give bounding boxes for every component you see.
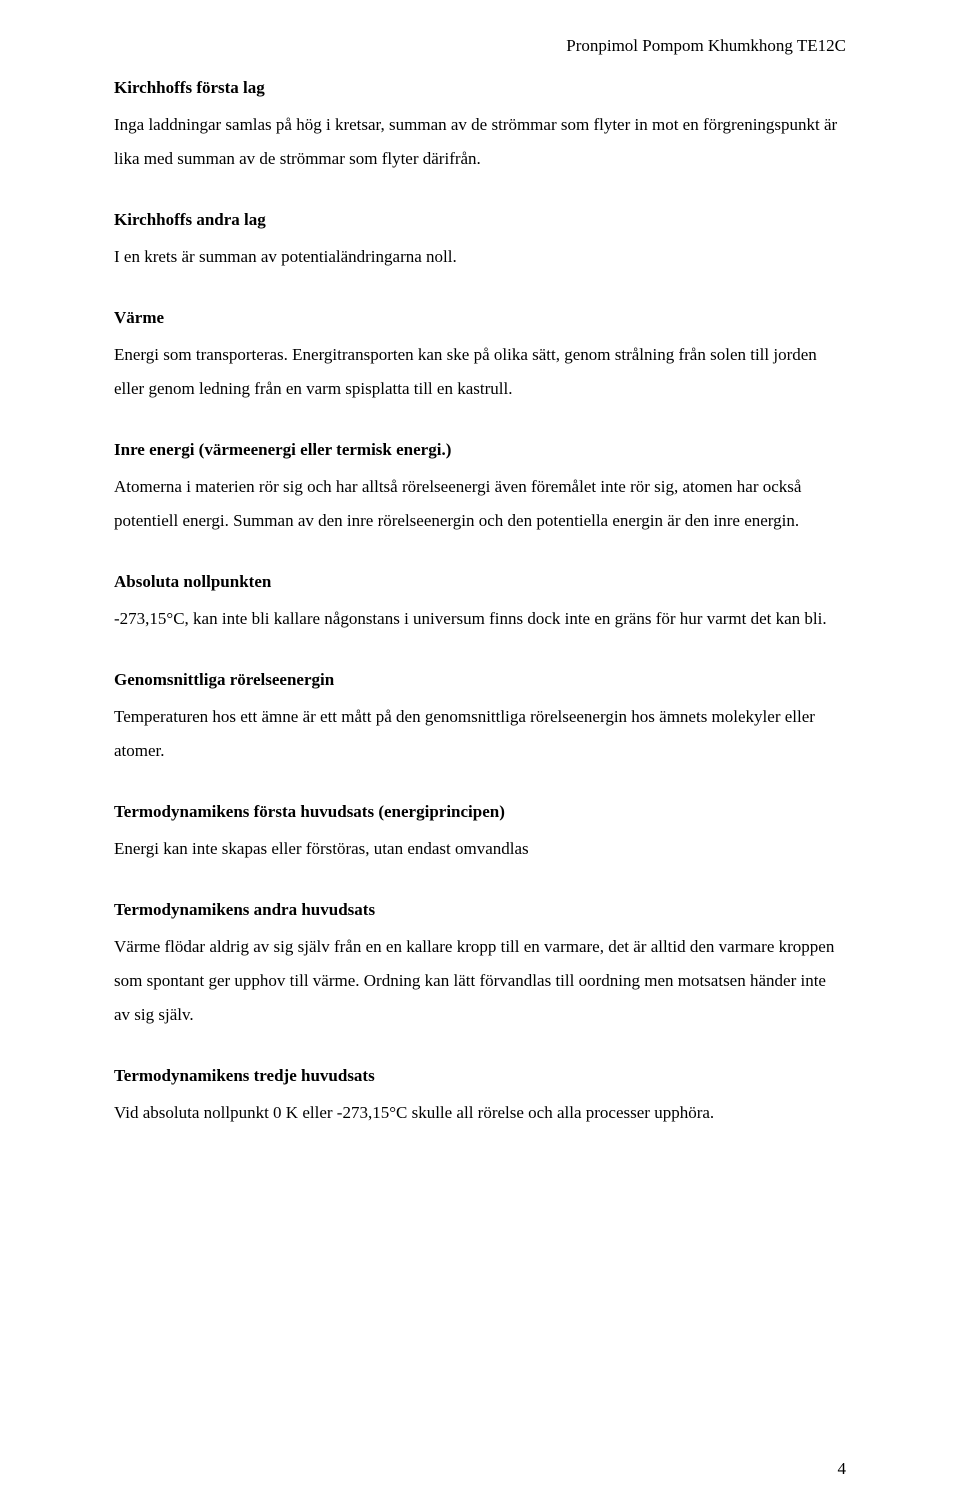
section-title: Termodynamikens tredje huvudsats [114,1066,846,1086]
section-body: I en krets är summan av potentialändring… [114,240,846,274]
section-kirchhoff-second: Kirchhoffs andra lag I en krets är summa… [114,210,846,274]
section-absolute-zero: Absoluta nollpunkten -273,15°C, kan inte… [114,572,846,636]
section-title: Genomsnittliga rörelseenergin [114,670,846,690]
section-title: Termodynamikens första huvudsats (energi… [114,802,846,822]
section-title: Inre energi (värmeenergi eller termisk e… [114,440,846,460]
section-title: Absoluta nollpunkten [114,572,846,592]
section-body: Energi som transporteras. Energitranspor… [114,338,846,406]
section-body: Atomerna i materien rör sig och har allt… [114,470,846,538]
section-avg-kinetic: Genomsnittliga rörelseenergin Temperatur… [114,670,846,768]
section-body: -273,15°C, kan inte bli kallare någonsta… [114,602,846,636]
section-title: Kirchhoffs andra lag [114,210,846,230]
section-body: Inga laddningar samlas på hög i kretsar,… [114,108,846,176]
header-author-course: Pronpimol Pompom Khumkhong TE12C [566,36,846,56]
section-heat: Värme Energi som transporteras. Energitr… [114,308,846,406]
section-body: Temperaturen hos ett ämne är ett mått på… [114,700,846,768]
document-content: Kirchhoffs första lag Inga laddningar sa… [114,36,846,1130]
section-title: Termodynamikens andra huvudsats [114,900,846,920]
page-number: 4 [838,1459,847,1479]
section-body: Energi kan inte skapas eller förstöras, … [114,832,846,866]
section-thermo-third: Termodynamikens tredje huvudsats Vid abs… [114,1066,846,1130]
section-kirchhoff-first: Kirchhoffs första lag Inga laddningar sa… [114,78,846,176]
section-body: Värme flödar aldrig av sig själv från en… [114,930,846,1032]
section-title: Värme [114,308,846,328]
section-thermo-first: Termodynamikens första huvudsats (energi… [114,802,846,866]
section-title: Kirchhoffs första lag [114,78,846,98]
section-internal-energy: Inre energi (värmeenergi eller termisk e… [114,440,846,538]
section-thermo-second: Termodynamikens andra huvudsats Värme fl… [114,900,846,1032]
section-body: Vid absoluta nollpunkt 0 K eller -273,15… [114,1096,846,1130]
